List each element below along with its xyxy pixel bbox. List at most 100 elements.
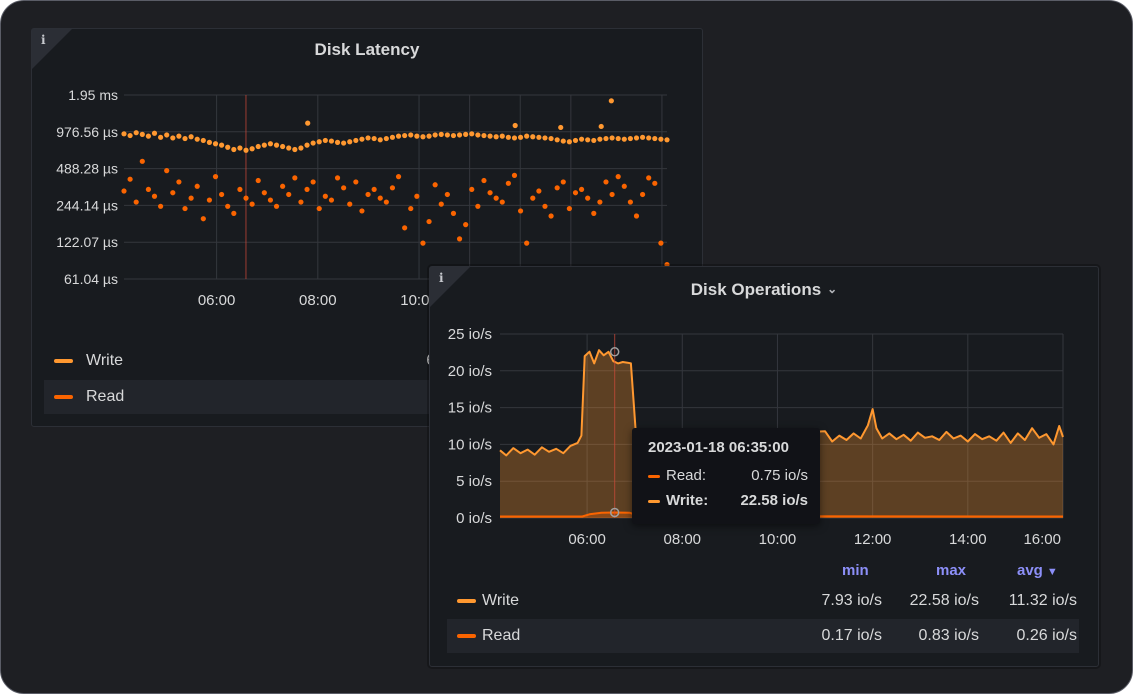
data-point bbox=[298, 145, 304, 151]
data-point bbox=[341, 140, 347, 146]
data-point bbox=[481, 177, 487, 184]
disk-latency-panel: i Disk Latency 1.95 ms 976.56 µs 488.28 µs… bbox=[31, 28, 703, 427]
data-point bbox=[578, 186, 585, 193]
data-point bbox=[566, 205, 572, 212]
legend-row-write[interactable]: Write 61 bbox=[44, 344, 444, 378]
panel-title-menu[interactable]: Disk Operations ⌄ bbox=[430, 280, 1098, 300]
data-point bbox=[133, 199, 139, 205]
read-swatch bbox=[648, 475, 660, 478]
data-point bbox=[371, 186, 377, 193]
data-point bbox=[200, 137, 206, 144]
disk-latency-plot: 1.95 ms 976.56 µs 488.28 µs 244.14 µs 122.07… bbox=[56, 87, 670, 309]
data-point bbox=[633, 135, 640, 141]
data-point bbox=[182, 135, 188, 142]
write-swatch bbox=[54, 359, 73, 363]
data-point bbox=[158, 203, 164, 209]
info-icon[interactable]: i bbox=[41, 33, 46, 47]
legend-row-read[interactable]: Read 9 bbox=[44, 380, 444, 414]
data-point bbox=[133, 130, 139, 136]
data-point bbox=[493, 195, 499, 201]
data-point bbox=[402, 225, 408, 231]
data-point bbox=[615, 135, 621, 142]
column-header-max[interactable]: max bbox=[936, 562, 967, 579]
data-point bbox=[383, 199, 389, 205]
data-point bbox=[536, 188, 542, 194]
data-point bbox=[305, 120, 311, 126]
data-point bbox=[127, 176, 133, 182]
data-point bbox=[505, 134, 511, 140]
data-point bbox=[408, 205, 414, 212]
legend-row-write[interactable]: Write 7.93 io/s 22.58 io/s 11.32 io/s bbox=[447, 584, 1079, 618]
legend-avg: 0.26 io/s bbox=[1016, 627, 1077, 644]
data-point bbox=[639, 134, 646, 140]
data-point bbox=[328, 138, 335, 144]
data-point bbox=[432, 182, 438, 188]
x-tick-label: 10:00 bbox=[759, 531, 797, 548]
data-point bbox=[512, 122, 518, 129]
panel-title: Disk Operations bbox=[690, 280, 822, 299]
data-point bbox=[176, 133, 182, 139]
data-point bbox=[505, 180, 511, 186]
info-icon[interactable]: i bbox=[439, 271, 444, 285]
y-tick-label: 976.56 µs bbox=[56, 124, 118, 140]
data-point bbox=[310, 179, 316, 185]
data-point bbox=[194, 183, 200, 189]
data-point bbox=[558, 124, 564, 131]
data-point bbox=[273, 203, 280, 209]
tooltip-series-name: Read: bbox=[666, 467, 707, 484]
data-point bbox=[151, 130, 158, 136]
column-header-avg[interactable]: avg ▼ bbox=[1017, 562, 1058, 579]
data-point bbox=[585, 137, 591, 143]
data-point bbox=[231, 210, 237, 217]
y-tick-label: 5 io/s bbox=[456, 473, 492, 490]
data-point bbox=[566, 139, 572, 145]
panel-info-corner bbox=[430, 267, 470, 307]
data-point bbox=[267, 197, 274, 203]
hover-tooltip: 2023-01-18 06:35:00 Read: 0.75 io/s Writ… bbox=[632, 428, 820, 524]
data-point bbox=[365, 191, 371, 198]
data-point bbox=[664, 262, 670, 268]
data-point bbox=[658, 240, 664, 246]
data-point bbox=[475, 132, 481, 138]
data-point bbox=[591, 137, 597, 144]
chevron-down-icon: ▼ bbox=[1046, 566, 1058, 578]
data-point bbox=[652, 135, 658, 142]
panel-title[interactable]: Disk Latency bbox=[314, 40, 420, 59]
data-point bbox=[359, 136, 365, 142]
legend-avg: 11.32 io/s bbox=[1008, 592, 1077, 609]
data-point bbox=[646, 175, 652, 181]
data-point bbox=[194, 136, 200, 142]
x-tick-label: 06:00 bbox=[198, 292, 236, 309]
data-point bbox=[438, 201, 444, 207]
data-point bbox=[598, 123, 604, 130]
legend-row-read[interactable]: Read 0.17 io/s 0.83 io/s 0.26 io/s bbox=[447, 619, 1079, 653]
data-point bbox=[456, 132, 463, 138]
data-point bbox=[444, 132, 450, 138]
data-point bbox=[304, 142, 310, 148]
data-point bbox=[206, 139, 213, 145]
data-point bbox=[151, 193, 158, 199]
data-point bbox=[286, 191, 292, 198]
data-point bbox=[316, 139, 322, 145]
data-point bbox=[261, 142, 267, 148]
data-point bbox=[591, 210, 597, 217]
data-point bbox=[554, 185, 560, 191]
legend-min: 7.93 io/s bbox=[821, 592, 882, 609]
tooltip-series-value: 22.58 io/s bbox=[740, 492, 808, 509]
data-point bbox=[524, 133, 530, 139]
data-point bbox=[603, 135, 609, 142]
data-point bbox=[639, 191, 646, 198]
data-point bbox=[438, 131, 444, 137]
x-tick-label: 16:00 bbox=[1023, 531, 1061, 548]
data-point bbox=[212, 141, 219, 147]
column-header-label: avg bbox=[1017, 562, 1043, 579]
data-point bbox=[261, 190, 267, 196]
data-point bbox=[572, 190, 579, 196]
tooltip-series-name: Write: bbox=[666, 492, 709, 509]
column-header-min[interactable]: min bbox=[842, 562, 869, 579]
data-point bbox=[249, 146, 255, 152]
data-point bbox=[389, 185, 396, 191]
data-point bbox=[432, 132, 438, 138]
y-tick-label: 0 io/s bbox=[456, 510, 492, 527]
data-point bbox=[646, 135, 652, 141]
